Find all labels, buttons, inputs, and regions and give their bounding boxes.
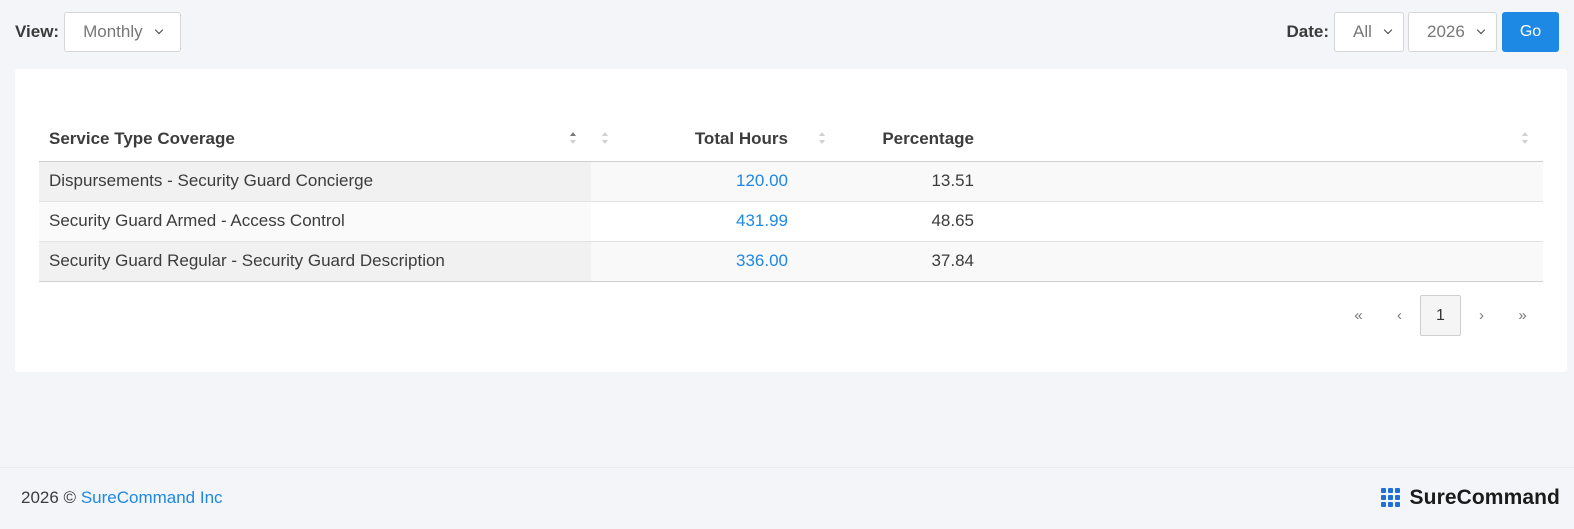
hours-link[interactable]: 120.00: [736, 171, 788, 190]
percentage-cell: 37.84: [818, 241, 984, 282]
year-select[interactable]: 2026: [1408, 12, 1497, 52]
hours-cell: 120.00: [591, 161, 818, 202]
brand-logo: SureCommand: [1380, 486, 1560, 510]
brand-name: SureCommand: [1409, 486, 1560, 509]
chevron-down-icon: [1384, 27, 1393, 37]
date-filter: Date: All 2026 Go: [1286, 12, 1559, 52]
date-select-value: All: [1353, 22, 1372, 41]
previous-page-button[interactable]: ‹: [1397, 307, 1402, 324]
service-cell: Security Guard Regular - Security Guard …: [39, 241, 591, 282]
company-link[interactable]: SureCommand Inc: [80, 488, 223, 507]
next-page-button[interactable]: ›: [1479, 307, 1484, 324]
table-row: Security Guard Regular - Security Guard …: [39, 241, 1543, 282]
service-cell: Dispursements - Security Guard Concierge: [39, 161, 591, 202]
chevron-down-icon: [155, 27, 165, 37]
year-select-value: 2026: [1427, 22, 1465, 41]
sort-icon: [1521, 131, 1529, 147]
percentage-cell: 13.51: [818, 161, 984, 202]
view-label: View:: [15, 22, 60, 41]
column-header-blank[interactable]: [591, 117, 623, 162]
view-select[interactable]: Monthly: [64, 12, 182, 52]
extra-cell: [984, 241, 1543, 282]
view-filter: View: Monthly: [15, 12, 182, 52]
column-header-percentage[interactable]: Percentage: [818, 117, 984, 162]
service-cell: Security Guard Armed - Access Control: [39, 201, 591, 242]
sort-icon: [601, 131, 609, 147]
extra-cell: [984, 201, 1543, 242]
pagination: « ‹ 1 › »: [1338, 295, 1543, 336]
hours-cell: 431.99: [591, 201, 818, 242]
copyright: 2026 © SureCommand Inc: [21, 488, 223, 508]
grid-logo-icon: [1380, 488, 1401, 508]
column-header-extra[interactable]: [984, 117, 1543, 162]
copyright-text: 2026 ©: [21, 488, 77, 507]
chevron-down-icon: [1477, 27, 1486, 37]
last-page-button[interactable]: »: [1518, 307, 1527, 324]
page-button-current[interactable]: 1: [1420, 295, 1461, 336]
table-row: Security Guard Armed - Access Control 43…: [39, 201, 1543, 242]
go-button[interactable]: Go: [1502, 12, 1559, 52]
report-card: Service Type Coverage Total Hours Percen…: [15, 69, 1567, 372]
extra-cell: [984, 161, 1543, 202]
column-header-service-type[interactable]: Service Type Coverage: [39, 117, 591, 162]
table-header-row: Service Type Coverage Total Hours Percen…: [39, 117, 1543, 162]
hours-cell: 336.00: [591, 241, 818, 282]
column-header-total-hours[interactable]: Total Hours: [623, 117, 825, 162]
view-select-value: Monthly: [83, 22, 143, 41]
first-page-button[interactable]: «: [1354, 307, 1363, 324]
date-label: Date:: [1286, 22, 1329, 41]
toolbar: View: Monthly Date: All 2026 Go: [15, 12, 1559, 52]
service-coverage-table: Service Type Coverage Total Hours Percen…: [39, 117, 1543, 282]
date-select[interactable]: All: [1334, 12, 1404, 52]
sort-icon: [569, 131, 577, 147]
footer: 2026 © SureCommand Inc SureCommand: [0, 467, 1574, 529]
hours-link[interactable]: 431.99: [736, 211, 788, 230]
hours-link[interactable]: 336.00: [736, 251, 788, 270]
percentage-cell: 48.65: [818, 201, 984, 242]
table-row: Dispursements - Security Guard Concierge…: [39, 161, 1543, 202]
